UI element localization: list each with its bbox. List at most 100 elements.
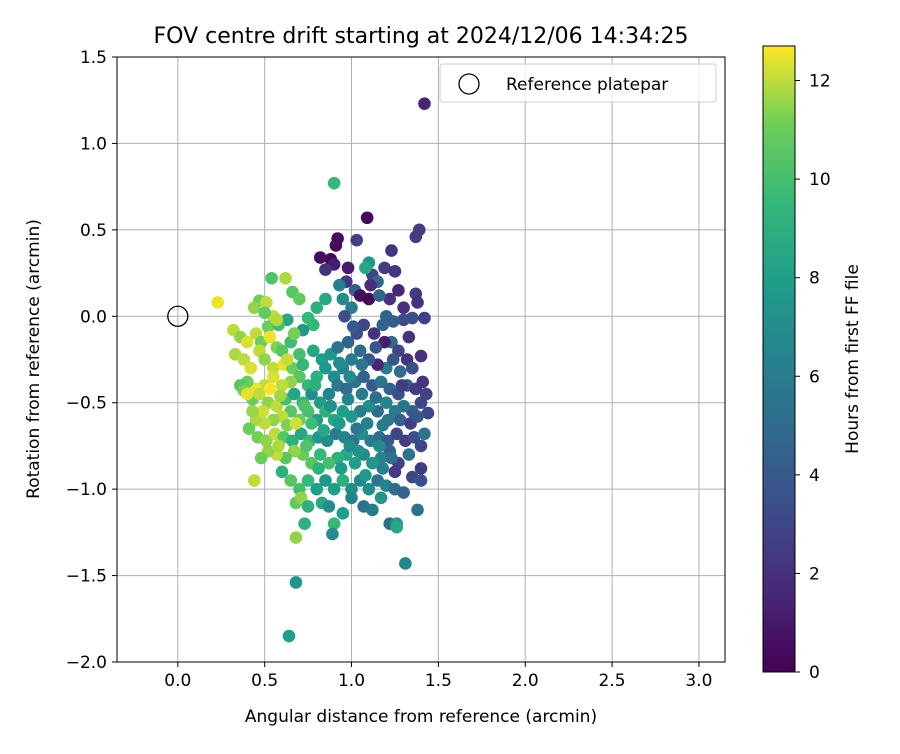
scatter-point bbox=[246, 405, 259, 418]
scatter-point bbox=[310, 482, 324, 496]
scatter-point bbox=[319, 361, 332, 375]
scatter-point bbox=[348, 456, 362, 470]
scatter-point bbox=[341, 335, 355, 349]
y-tick-label: 0.5 bbox=[80, 221, 107, 241]
scatter-point bbox=[369, 391, 383, 404]
scatter-point bbox=[406, 361, 419, 375]
scatter-point bbox=[362, 482, 376, 496]
scatter-point bbox=[286, 434, 299, 448]
colorbar-label: Hours from first FF file bbox=[843, 264, 863, 454]
y-tick-label: −1.0 bbox=[66, 480, 107, 500]
scatter-point bbox=[329, 239, 343, 252]
legend-marker-open-circle bbox=[458, 73, 480, 95]
scatter-point bbox=[258, 353, 271, 366]
scatter-point bbox=[395, 379, 409, 392]
x-axis-label: Angular distance from reference (arcmin) bbox=[245, 707, 597, 727]
scatter-point bbox=[322, 387, 336, 401]
scatter-point bbox=[254, 451, 268, 465]
y-tick-label: 1.5 bbox=[80, 48, 107, 68]
scatter-point bbox=[340, 382, 353, 396]
legend-box bbox=[439, 63, 717, 103]
scatter-point bbox=[319, 292, 332, 306]
scatter-point bbox=[346, 320, 360, 333]
scatter-point bbox=[279, 271, 292, 285]
scatter-point bbox=[388, 465, 402, 479]
scatter-point bbox=[334, 462, 348, 475]
scatter-point bbox=[247, 474, 261, 487]
scatter-point bbox=[327, 176, 341, 190]
legend: Reference platepar bbox=[439, 63, 717, 103]
scatter-point bbox=[393, 413, 407, 427]
scatter-point bbox=[336, 405, 350, 418]
colorbar-gradient bbox=[762, 45, 796, 673]
scatter-point bbox=[293, 348, 306, 361]
scatter-point bbox=[284, 474, 298, 487]
scatter-point bbox=[414, 396, 428, 410]
scatter-point bbox=[260, 296, 273, 309]
scatter-point bbox=[390, 520, 403, 534]
scatter-point bbox=[418, 311, 431, 325]
scatter-point bbox=[326, 527, 339, 541]
scatter-point bbox=[345, 491, 358, 505]
scatter-point bbox=[336, 474, 350, 487]
scatter-point bbox=[312, 462, 325, 475]
scatter-point bbox=[397, 486, 410, 499]
scatter-point bbox=[421, 406, 435, 420]
scatter-point bbox=[333, 278, 346, 292]
scatter-point bbox=[378, 261, 391, 275]
scatter-point bbox=[247, 301, 261, 314]
scatter-point bbox=[414, 474, 428, 487]
scatter-point bbox=[409, 230, 423, 244]
scatter-point bbox=[407, 430, 421, 444]
x-axis-ticks: 0.0 0.5 1.0 1.5 2.0 2.5 3.0 bbox=[164, 662, 712, 691]
scatter-point bbox=[402, 448, 416, 461]
scatter-point bbox=[374, 375, 388, 389]
scatter-point bbox=[300, 439, 313, 453]
scatter-point bbox=[345, 482, 358, 496]
scatter-point bbox=[418, 97, 431, 110]
colorbar-tick-label: 12 bbox=[809, 72, 831, 92]
scatter-point bbox=[211, 296, 225, 309]
scatter-point bbox=[355, 387, 369, 401]
x-tick-label: 3.0 bbox=[685, 671, 712, 691]
scatter-point bbox=[336, 507, 350, 520]
scatter-point bbox=[260, 434, 273, 448]
chart-title: FOV centre drift starting at 2024/12/06 … bbox=[154, 24, 689, 49]
scatter-point bbox=[350, 422, 364, 435]
colorbar-tick-label: 6 bbox=[809, 367, 820, 387]
scatter-point bbox=[270, 399, 284, 413]
colorbar-tick-label: 0 bbox=[809, 663, 820, 683]
scatter-point bbox=[345, 353, 358, 366]
scatter-point bbox=[272, 439, 285, 453]
scatter-point bbox=[242, 422, 256, 435]
scatter-point bbox=[313, 251, 327, 264]
scatter-point bbox=[357, 370, 370, 384]
scatter-point bbox=[411, 296, 424, 309]
scatter-point bbox=[353, 344, 367, 358]
scatter-point bbox=[414, 349, 428, 363]
scatter-point bbox=[275, 379, 289, 392]
plot-area-frame bbox=[116, 56, 726, 663]
scatter-point bbox=[287, 387, 301, 401]
scatter-points bbox=[211, 97, 435, 643]
scatter-point bbox=[338, 309, 351, 323]
scatter-point bbox=[374, 491, 388, 505]
scatter-point bbox=[280, 353, 294, 366]
scatter-point bbox=[275, 465, 289, 479]
scatter-point bbox=[327, 482, 341, 496]
scatter-point bbox=[386, 353, 400, 366]
scatter-point bbox=[360, 417, 374, 430]
x-tick-label: 1.0 bbox=[338, 671, 365, 691]
scatter-point bbox=[345, 301, 358, 314]
scatter-point bbox=[320, 434, 334, 448]
scatter-point bbox=[289, 417, 303, 430]
scatter-point bbox=[327, 517, 341, 531]
scatter-point bbox=[256, 405, 270, 418]
reference-platepar-marker bbox=[167, 305, 189, 327]
scatter-point bbox=[289, 576, 303, 589]
scatter-point bbox=[388, 265, 402, 278]
scatter-point bbox=[319, 263, 332, 276]
scatter-point bbox=[366, 503, 379, 517]
scatter-point bbox=[293, 292, 306, 306]
